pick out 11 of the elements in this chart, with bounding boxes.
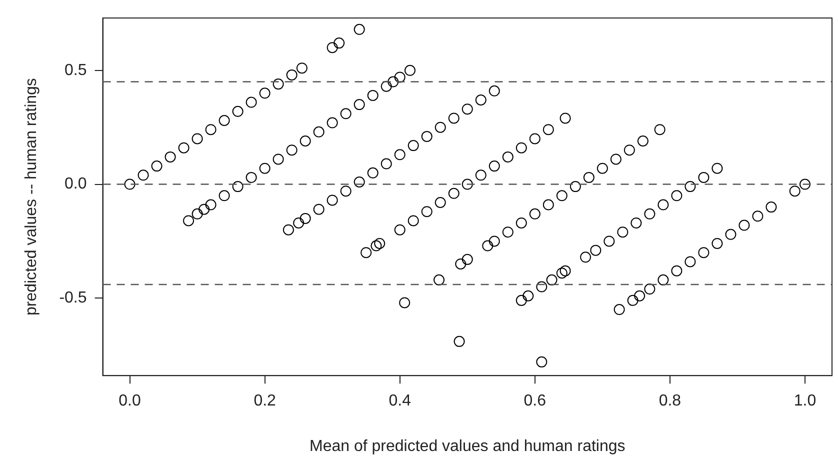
y-tick-label: -0.5: [59, 290, 87, 307]
y-axis-title: predicted values -- human ratings: [23, 78, 40, 316]
x-tick-label: 0.2: [254, 392, 276, 410]
y-tick-label: 0.5: [64, 62, 87, 79]
x-tick-label: 0.8: [658, 392, 682, 410]
x-axis-title: Mean of predicted values and human ratings: [310, 438, 626, 455]
x-tick-label: 0.4: [388, 392, 412, 410]
x-tick-label: 1.0: [794, 392, 816, 410]
x-tick-label: 0.6: [524, 392, 546, 410]
y-tick-label: 0.0: [64, 176, 87, 193]
x-tick-label: 0.0: [118, 392, 141, 410]
